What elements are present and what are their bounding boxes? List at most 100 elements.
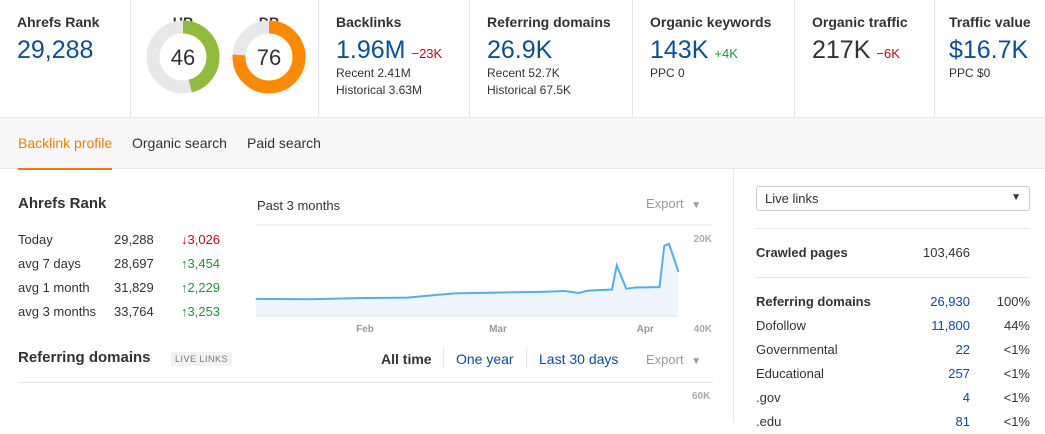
rank-row-change: ↑3,253: [181, 304, 220, 319]
stat-label: Dofollow: [756, 318, 806, 333]
divider: [756, 277, 1030, 278]
select-value: Live links: [765, 191, 819, 206]
range-last-30-days[interactable]: Last 30 days: [539, 351, 619, 367]
column-divider: [733, 169, 734, 422]
divider: [526, 348, 527, 368]
metric-recent: Recent 52.7K: [487, 66, 560, 80]
crawled-pages-row: Crawled pages 103,466: [756, 245, 1030, 265]
metric-value: 1.96M: [336, 36, 406, 64]
arrow-up-icon: ↑: [181, 304, 188, 319]
refdomain-stat-row: Referring domains 26,930 100%: [756, 294, 1030, 314]
metric-delta: +4K: [714, 46, 738, 61]
stat-label: Referring domains: [756, 294, 871, 309]
rank-row: avg 1 month 31,829 ↑2,229: [18, 280, 228, 300]
rank-row: avg 3 months 33,764 ↑3,253: [18, 304, 228, 324]
metric-organic-keywords: Organic keywords 143K +4K PPC 0: [633, 0, 795, 118]
stat-value[interactable]: 4: [962, 390, 970, 405]
rank-row: Today 29,288 ↓3,026: [18, 232, 228, 252]
stat-value[interactable]: 22: [955, 342, 970, 357]
live-links-badge: LIVE LINKS: [171, 352, 233, 366]
link-type-select[interactable]: Live links ▼: [756, 186, 1030, 211]
tab-organic-search[interactable]: Organic search: [132, 135, 227, 151]
rank-row-label: avg 7 days: [18, 256, 81, 271]
stat-label: Governmental: [756, 342, 838, 357]
dr-value: 76: [257, 45, 281, 70]
stat-value[interactable]: 257: [948, 366, 970, 381]
rank-row-value: 31,829: [114, 280, 154, 295]
tab-paid-search[interactable]: Paid search: [247, 135, 321, 151]
metric-historical: Historical 3.63M: [336, 83, 423, 97]
dr-gauge: DR 76: [229, 14, 309, 94]
metric-recent: Recent 2.41M: [336, 66, 411, 80]
metric-value: 217K: [812, 36, 871, 64]
rank-chart: Feb Mar Apr 20K 40K: [255, 224, 713, 335]
rank-line: [255, 242, 680, 301]
refdomains-title: Referring domains: [18, 349, 151, 366]
metric-ppc: PPC 0: [650, 66, 685, 80]
refdomain-stat-row: Educational 257 <1%: [756, 366, 1030, 386]
x-tick-label: Feb: [356, 324, 374, 335]
dr-donut: 76: [232, 20, 306, 94]
metric-label: Organic traffic: [812, 14, 908, 30]
section-tabs: Backlink profile Organic search Paid sea…: [0, 118, 1045, 170]
ur-gauge: UR 46: [143, 14, 223, 94]
crawled-value: 103,466: [923, 245, 970, 260]
range-all-time[interactable]: All time: [381, 351, 432, 367]
metric-delta: −23K: [411, 46, 443, 61]
crawled-label: Crawled pages: [756, 245, 848, 260]
arrow-up-icon: ↑: [181, 280, 188, 295]
stat-percent: <1%: [1003, 390, 1030, 405]
rank-period: Past 3 months: [257, 198, 341, 213]
tab-backlink-profile[interactable]: Backlink profile: [18, 135, 113, 170]
rank-row-value: 28,697: [114, 256, 154, 271]
ur-value: 46: [171, 45, 195, 70]
metric-gauges: UR 46 DR 76: [131, 0, 319, 118]
stat-percent: 100%: [996, 294, 1030, 309]
export-label: Export: [646, 196, 684, 211]
metric-value: 143K: [650, 36, 709, 64]
chart-area: [255, 243, 679, 316]
rank-export-button[interactable]: Export ▼: [646, 196, 701, 211]
stat-label: Educational: [756, 366, 824, 381]
y-tick-label: 20K: [694, 234, 713, 245]
metric-referring-domains: Referring domains 26.9K Recent 52.7K His…: [470, 0, 633, 118]
metric-label: Organic keywords: [650, 14, 772, 30]
divider: [756, 228, 1030, 229]
stat-value[interactable]: 26,930: [930, 294, 970, 309]
rank-row-label: Today: [18, 232, 53, 247]
metric-value: 26.9K: [487, 36, 553, 64]
stat-percent: <1%: [1003, 366, 1030, 381]
stat-value[interactable]: 11,800: [931, 318, 970, 333]
refdomain-stat-row: Governmental 22 <1%: [756, 342, 1030, 362]
divider: [18, 382, 713, 383]
metric-label: Referring domains: [487, 14, 611, 30]
refdomains-export-button[interactable]: Export ▼: [646, 352, 701, 367]
metric-label: Traffic value: [949, 14, 1031, 30]
change-value: 2,229: [187, 280, 221, 295]
metric-ahrefs-rank: Ahrefs Rank 29,288: [0, 0, 131, 118]
rank-row-value: 33,764: [114, 304, 154, 319]
y-tick-label: 40K: [694, 324, 713, 335]
refdomain-stat-row: .gov 4 <1%: [756, 390, 1030, 410]
rank-row-label: avg 1 month: [18, 280, 90, 295]
rank-title: Ahrefs Rank: [18, 195, 107, 212]
metric-value: 29,288: [17, 36, 94, 64]
rank-row-label: avg 3 months: [18, 304, 97, 319]
range-one-year[interactable]: One year: [456, 351, 514, 367]
arrow-up-icon: ↑: [181, 256, 188, 271]
ur-donut: 46: [146, 20, 220, 94]
metric-value: $16.7K: [949, 36, 1029, 64]
arrow-down-icon: ↓: [181, 232, 188, 247]
stat-label: .gov: [756, 390, 781, 405]
rank-row-change: ↑2,229: [181, 280, 220, 295]
metric-backlinks: Backlinks 1.96M −23K Recent 2.41M Histori…: [319, 0, 470, 118]
change-value: 3,253: [187, 304, 221, 319]
y-tick-60k: 60K: [692, 391, 711, 402]
x-tick-label: Apr: [637, 324, 654, 335]
metric-traffic-value: Traffic value $16.7K PPC $0: [935, 0, 1045, 118]
metric-label: Ahrefs Rank: [17, 14, 100, 30]
rank-row-value: 29,288: [114, 232, 154, 247]
refdomain-stat-row: .edu 81 <1%: [756, 414, 1030, 434]
metric-delta: −6K: [876, 46, 900, 61]
metric-organic-traffic: Organic traffic 217K −6K: [795, 0, 935, 118]
